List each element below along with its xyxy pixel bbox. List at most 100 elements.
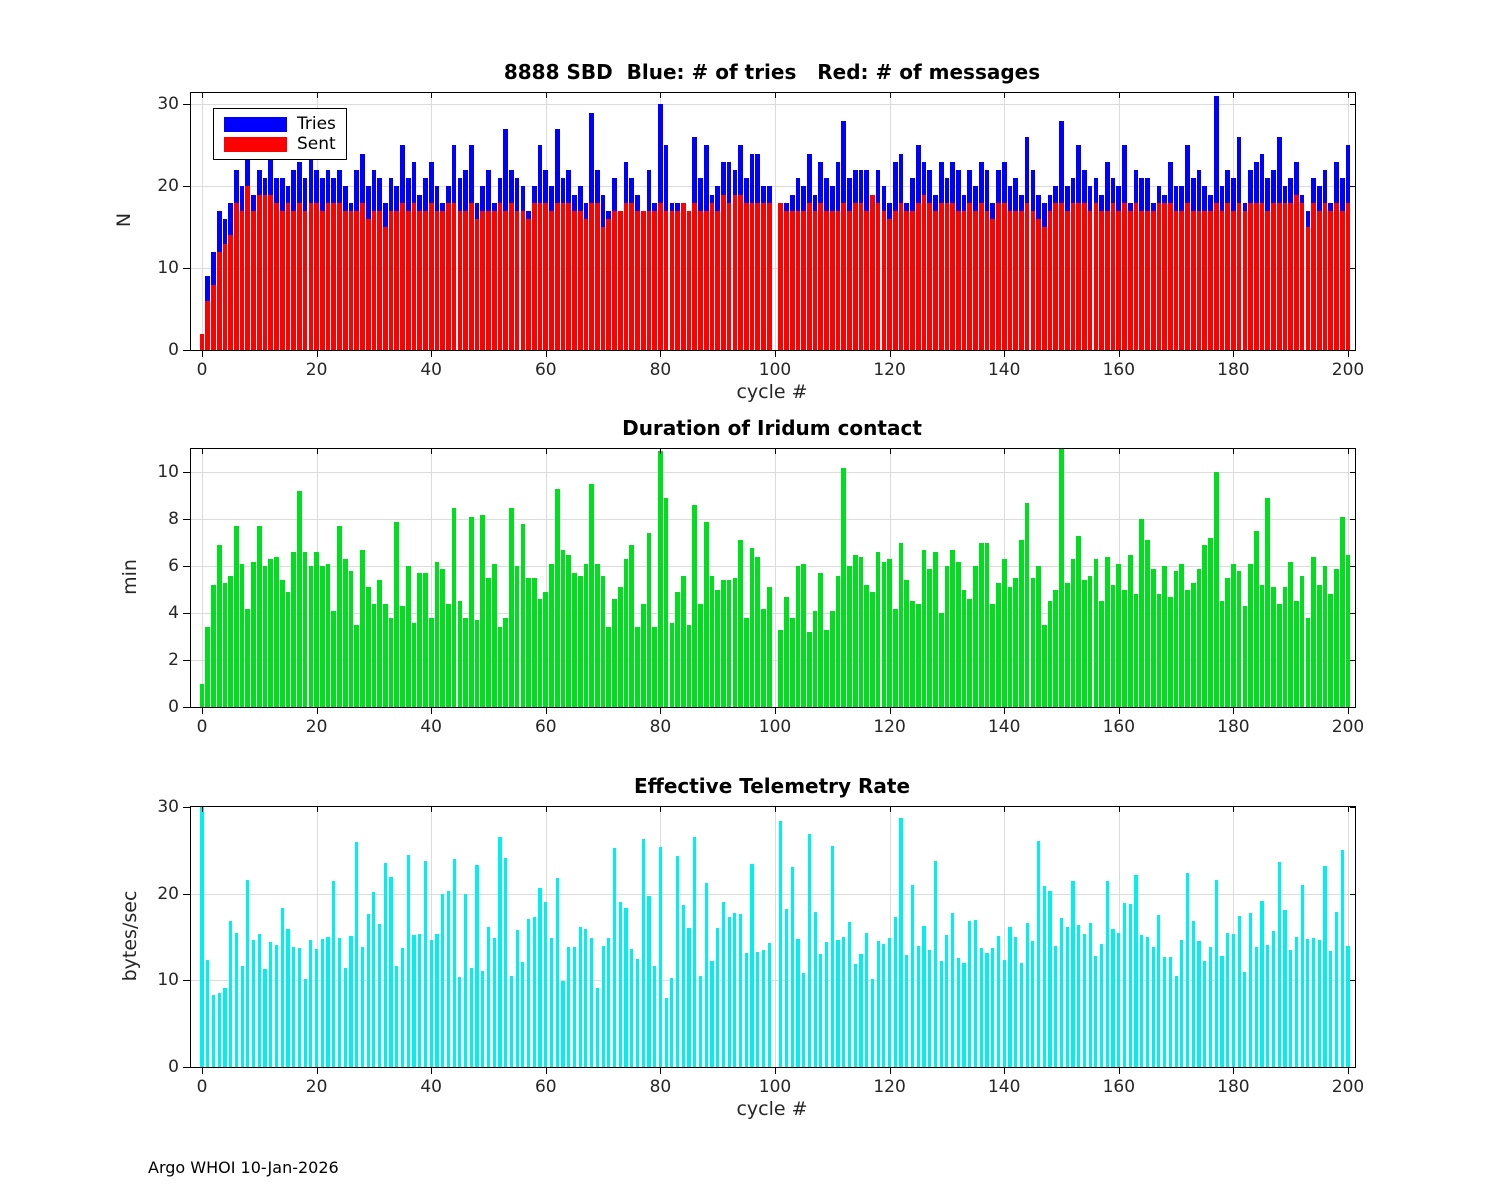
y-tickmark-right: [1350, 472, 1355, 474]
Rate (bytes/sec)-bar: [1111, 929, 1115, 1067]
Rate (bytes/sec)-bar: [859, 954, 863, 1067]
x-tick-label: 40: [420, 1077, 443, 1097]
Rate (bytes/sec)-bar: [876, 941, 880, 1067]
y-tickmark-right: [1350, 807, 1355, 808]
Rate (bytes/sec)-bar: [1008, 926, 1012, 1067]
Rate (bytes/sec)-bar: [916, 945, 920, 1067]
chart3-xlabel: cycle #: [736, 1098, 808, 1120]
Duration (min)-bar: [692, 505, 698, 707]
Duration (min)-bar: [606, 627, 612, 707]
Duration (min)-bar: [589, 484, 594, 707]
Sent-bar: [818, 202, 824, 350]
Rate (bytes/sec)-bar: [452, 859, 456, 1067]
chart2-plot-area: 0 20 40 60 80 100 120 140 160 180 200 0 2 4 6 8 10: [157, 448, 1364, 737]
Duration (min)-bar: [755, 556, 761, 707]
Sent-bar: [405, 210, 411, 350]
Sent-bar: [1116, 210, 1122, 350]
Rate (bytes/sec)-bar: [973, 919, 978, 1067]
Rate (bytes/sec)-bar: [366, 914, 370, 1067]
Rate (bytes/sec)-bar: [549, 937, 554, 1067]
y-tick-label: 10: [157, 258, 179, 279]
Duration (min)-bar: [1104, 556, 1110, 707]
x-tick-label: 40: [420, 717, 443, 737]
Sent-bar: [468, 202, 474, 350]
Duration (min)-bar: [1259, 585, 1265, 707]
Rate (bytes/sec)-bar: [784, 909, 789, 1067]
Rate (bytes/sec)-bar: [1317, 940, 1321, 1067]
x-tickmark-top: [545, 449, 547, 454]
Rate (bytes/sec)-bar: [802, 972, 806, 1067]
Sent-bar: [491, 210, 497, 350]
Duration (min)-bar: [314, 552, 319, 707]
x-tick-label: 100: [758, 360, 792, 380]
Rate (bytes/sec)-bar: [332, 880, 336, 1067]
x-tickmark-bottom: [889, 708, 891, 714]
Duration (min)-bar: [234, 526, 239, 707]
y-tick-label: 30: [157, 94, 179, 115]
Rate (bytes/sec)-bar: [870, 979, 874, 1067]
Rate (bytes/sec)-bar: [1122, 903, 1127, 1067]
Rate (bytes/sec)-bar: [395, 966, 399, 1067]
Duration (min)-bar: [377, 580, 382, 707]
Duration (min)-bar: [1242, 606, 1248, 707]
Sent-bar: [583, 219, 589, 350]
Rate (bytes/sec)-bar: [527, 918, 531, 1067]
Sent-bar: [1265, 210, 1271, 350]
Rate (bytes/sec)-bar: [675, 855, 680, 1067]
Sent-bar: [829, 210, 835, 350]
Sent-bar: [1064, 210, 1070, 350]
Duration (min)-bar: [658, 451, 663, 707]
x-tickmark-top: [1004, 807, 1006, 812]
Rate (bytes/sec)-bar: [1289, 950, 1293, 1067]
Duration (min)-bar: [1070, 559, 1076, 707]
x-tickmark-top: [1348, 449, 1349, 454]
x-tickmark-top: [889, 449, 891, 454]
Duration (min)-bar: [268, 559, 274, 707]
Sent-bar: [325, 202, 331, 350]
Sent-bar: [663, 210, 669, 350]
Rate (bytes/sec)-bar: [223, 988, 227, 1067]
Sent-bar: [1190, 210, 1196, 350]
Duration (min)-bar: [331, 610, 337, 707]
Rate (bytes/sec)-bar: [733, 912, 737, 1067]
Duration (min)-bar: [858, 556, 864, 707]
Rate (bytes/sec)-bar: [1329, 950, 1333, 1067]
x-tickmark-top: [889, 807, 891, 812]
Rate (bytes/sec)-bar: [1157, 915, 1161, 1067]
Sent-bar: [560, 202, 566, 350]
Sent-bar: [1317, 210, 1322, 350]
Rate (bytes/sec)-bar: [1197, 941, 1201, 1067]
Duration (min)-bar: [199, 683, 205, 707]
Sent-bar: [910, 210, 915, 350]
Sent-bar: [1162, 202, 1167, 350]
x-tickmark-bottom: [775, 351, 776, 357]
Sent-bar: [314, 202, 319, 350]
x-tickmark-bottom: [1004, 351, 1006, 357]
Duration (min)-bar: [245, 608, 251, 707]
y-tickmark-right: [1350, 707, 1355, 708]
y-tickmark-left: [183, 980, 190, 982]
x-tick-label: 80: [649, 360, 672, 380]
x-tick-label: 60: [534, 1077, 557, 1097]
Duration (min)-bar: [915, 603, 921, 707]
Sent-bar: [371, 210, 377, 350]
legend-row-sent: Sent: [224, 134, 336, 154]
Duration (min)-bar: [491, 563, 497, 707]
Duration (min)-bar: [744, 617, 749, 707]
Rate (bytes/sec)-bar: [1340, 850, 1344, 1067]
Duration (min)-bar: [738, 540, 743, 707]
Rate (bytes/sec)-bar: [1294, 937, 1299, 1067]
Duration (min)-bar: [302, 552, 308, 707]
grid-line-horizontal: [191, 472, 1355, 474]
Rate (bytes/sec)-bar: [1237, 916, 1241, 1067]
Rate (bytes/sec)-bar: [830, 846, 834, 1067]
Sent-bar: [675, 210, 680, 350]
Duration (min)-bar: [973, 566, 978, 707]
Duration (min)-bar: [463, 617, 468, 707]
Duration (min)-bar: [371, 603, 377, 707]
Rate (bytes/sec)-bar: [819, 954, 823, 1067]
Rate (bytes/sec)-bar: [716, 928, 720, 1067]
Rate (bytes/sec)-bar: [280, 908, 284, 1067]
Duration (min)-bar: [457, 601, 463, 707]
x-tick-label: 180: [1217, 717, 1250, 737]
